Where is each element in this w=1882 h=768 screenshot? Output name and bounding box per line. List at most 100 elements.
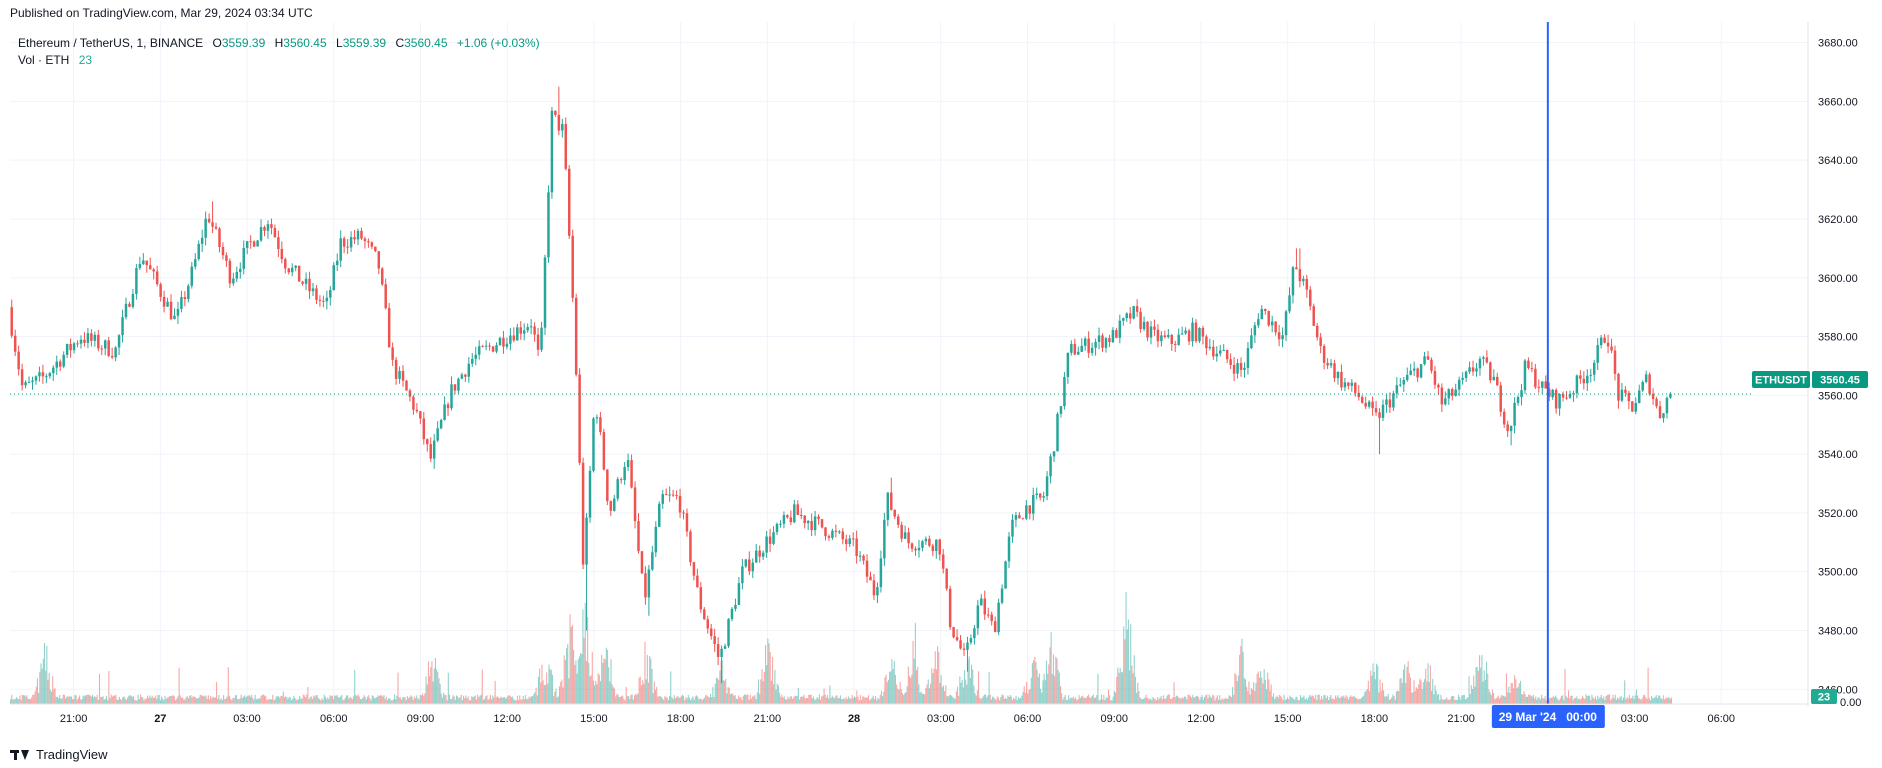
candle[interactable] <box>1381 399 1385 422</box>
candle[interactable] <box>162 290 166 313</box>
candle[interactable] <box>1527 357 1530 370</box>
candle[interactable] <box>290 263 294 277</box>
price-axis[interactable]: 3680.003660.003640.003620.003600.003580.… <box>1818 38 1861 709</box>
candle[interactable] <box>1045 471 1049 501</box>
candle[interactable] <box>1530 361 1534 373</box>
candle[interactable] <box>1073 338 1077 356</box>
candle[interactable] <box>1395 377 1399 399</box>
candle[interactable] <box>415 403 419 414</box>
candle[interactable] <box>1270 315 1274 333</box>
candle[interactable] <box>1489 361 1492 384</box>
candle[interactable] <box>851 532 855 547</box>
candle[interactable] <box>439 418 443 430</box>
candle[interactable] <box>741 558 744 590</box>
candle[interactable] <box>1309 285 1312 311</box>
candle[interactable] <box>1267 310 1270 327</box>
candle[interactable] <box>1669 392 1672 399</box>
candle[interactable] <box>1090 342 1094 356</box>
candle[interactable] <box>706 615 709 634</box>
candle[interactable] <box>734 598 737 612</box>
candle[interactable] <box>280 241 284 264</box>
candle[interactable] <box>277 230 280 257</box>
candle[interactable] <box>1416 367 1419 383</box>
candle[interactable] <box>1405 367 1409 382</box>
candle[interactable] <box>630 454 633 489</box>
candle[interactable] <box>453 384 457 395</box>
candle[interactable] <box>204 211 207 246</box>
candle[interactable] <box>966 636 969 672</box>
candle[interactable] <box>609 500 613 517</box>
candle[interactable] <box>100 345 104 356</box>
candle[interactable] <box>335 253 339 271</box>
candle[interactable] <box>1132 305 1135 320</box>
candle[interactable] <box>935 539 938 559</box>
candle[interactable] <box>907 527 910 549</box>
candle[interactable] <box>1239 357 1243 377</box>
candle[interactable] <box>516 323 519 341</box>
candle[interactable] <box>491 345 495 353</box>
candle[interactable] <box>62 351 65 369</box>
candle[interactable] <box>613 494 616 512</box>
candle[interactable] <box>675 490 678 500</box>
candle[interactable] <box>758 545 761 563</box>
candle[interactable] <box>318 295 322 307</box>
candle[interactable] <box>1402 376 1406 392</box>
candle[interactable] <box>1419 364 1423 379</box>
candle[interactable] <box>1516 395 1520 406</box>
candle[interactable] <box>1222 344 1225 352</box>
candle[interactable] <box>1104 337 1108 353</box>
candle[interactable] <box>685 508 689 537</box>
candle[interactable] <box>973 624 976 645</box>
candle[interactable] <box>1520 384 1523 406</box>
candle[interactable] <box>422 411 426 445</box>
candle[interactable] <box>941 548 945 574</box>
candle[interactable] <box>1250 328 1253 349</box>
candle[interactable] <box>1662 412 1665 423</box>
candle[interactable] <box>990 611 993 626</box>
candle[interactable] <box>668 486 671 502</box>
candle[interactable] <box>301 280 304 286</box>
candle[interactable] <box>1627 390 1631 410</box>
candle[interactable] <box>194 253 197 270</box>
candle[interactable] <box>1624 386 1627 397</box>
candle[interactable] <box>183 291 187 307</box>
candle[interactable] <box>845 534 848 552</box>
candle[interactable] <box>1080 338 1083 353</box>
candle[interactable] <box>1059 405 1063 418</box>
candle[interactable] <box>678 488 682 518</box>
candle[interactable] <box>429 437 432 463</box>
candle[interactable] <box>450 376 453 411</box>
candle[interactable] <box>270 218 273 235</box>
candle[interactable] <box>921 539 924 552</box>
candle[interactable] <box>13 329 17 357</box>
candle[interactable] <box>41 364 45 384</box>
candle[interactable] <box>748 551 751 576</box>
candle[interactable] <box>1631 401 1634 413</box>
candle[interactable] <box>1437 383 1440 395</box>
candle[interactable] <box>1225 349 1229 364</box>
candle[interactable] <box>273 224 277 238</box>
candle[interactable] <box>263 225 266 237</box>
candle[interactable] <box>969 634 973 645</box>
candle[interactable] <box>1305 274 1309 298</box>
candle[interactable] <box>1572 390 1575 402</box>
candle[interactable] <box>709 623 713 640</box>
footer-brand[interactable]: TradingView <box>10 747 108 762</box>
candle[interactable] <box>391 342 394 366</box>
candle[interactable] <box>169 294 173 321</box>
candle[interactable] <box>401 365 405 387</box>
candle[interactable] <box>505 337 509 350</box>
candle[interactable] <box>374 246 377 253</box>
candle[interactable] <box>1315 322 1319 341</box>
candle[interactable] <box>387 302 391 348</box>
candle[interactable] <box>1122 317 1125 326</box>
candle[interactable] <box>1000 584 1004 605</box>
candle[interactable] <box>297 265 301 282</box>
candle[interactable] <box>34 375 38 385</box>
candle[interactable] <box>782 511 786 529</box>
candle[interactable] <box>1513 397 1516 434</box>
candle[interactable] <box>1371 396 1374 416</box>
candle[interactable] <box>79 335 83 349</box>
candle[interactable] <box>633 481 637 529</box>
candle[interactable] <box>585 512 588 631</box>
